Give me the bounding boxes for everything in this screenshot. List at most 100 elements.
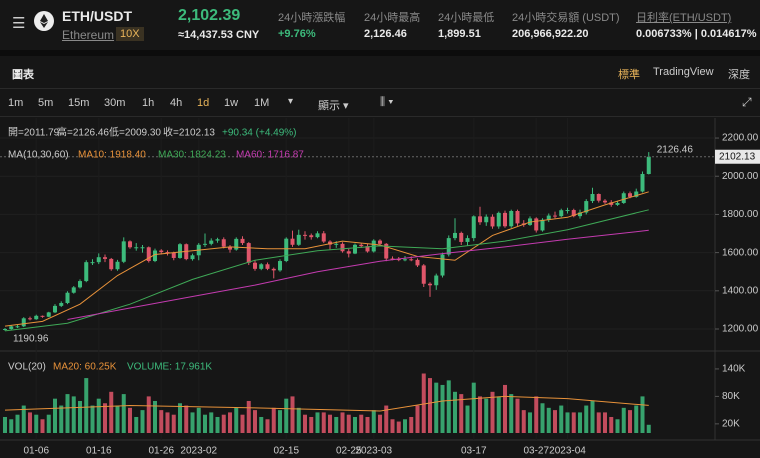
- interval[interactable]: 1M: [254, 97, 270, 109]
- pair[interactable]: ETH/USDT: [62, 8, 132, 24]
- volume-bar: [371, 410, 376, 433]
- candle-body: [509, 210, 514, 227]
- candle-body: [21, 318, 26, 327]
- candle-body: [365, 246, 370, 252]
- candle-body: [153, 250, 157, 262]
- volume-bar: [403, 419, 407, 433]
- ohlc-text: 低=2009.30: [109, 126, 161, 139]
- ohlc-text: +90.34 (+4.49%): [222, 128, 297, 139]
- ohlc-text: 開=2011.79: [8, 127, 60, 139]
- volume-bar: [159, 410, 164, 433]
- y-tick-label: 1600.00: [722, 247, 759, 258]
- candle-body: [121, 241, 126, 262]
- candle-body: [103, 257, 107, 259]
- y-tick-label: 1800.00: [722, 209, 759, 220]
- stat-value: 1,899.51: [438, 28, 481, 40]
- interval[interactable]: 5m: [38, 97, 54, 109]
- stat-label: 24小時漲跌幅: [278, 12, 346, 24]
- volume-bar: [153, 400, 157, 433]
- volume-bar: [215, 416, 220, 433]
- menu-icon[interactable]: ☰: [12, 15, 26, 32]
- x-tick-label: 03-17: [461, 446, 487, 457]
- indicator-menu[interactable]: 顯示 ▾: [318, 100, 349, 112]
- volume-bar: [384, 405, 389, 433]
- indicator-label: 顯示: [318, 100, 340, 112]
- volume-bar: [284, 398, 289, 433]
- volume-legend: MA20: 60.25K: [53, 362, 117, 373]
- stat-label: 24小時最高: [364, 12, 421, 24]
- volume-bar: [240, 414, 245, 433]
- volume-bar: [178, 403, 182, 433]
- interval[interactable]: 15m: [68, 97, 90, 109]
- more-intervals[interactable]: ▾: [288, 96, 294, 107]
- volume-bar: [603, 412, 607, 433]
- y-tick-label: 2000.00: [722, 171, 759, 182]
- interval[interactable]: 1w: [224, 97, 239, 109]
- change: +9.76%: [278, 28, 316, 40]
- divider: [0, 50, 760, 56]
- candle-body: [15, 326, 20, 328]
- candle-body: [65, 292, 70, 304]
- candle-body: [84, 262, 89, 282]
- chart-tab[interactable]: 圖表: [12, 69, 34, 81]
- candle-body: [440, 254, 445, 276]
- volume-bar: [471, 382, 476, 433]
- volume-bar: [596, 412, 601, 433]
- view-tab[interactable]: TradingView: [653, 66, 714, 78]
- view-tab[interactable]: 深度: [728, 69, 750, 81]
- candle-body: [59, 303, 64, 306]
- y-tick-label: 140K: [722, 364, 746, 375]
- candle-body: [259, 264, 264, 269]
- stat-value: 2,126.46: [364, 28, 407, 40]
- volume-bar: [128, 407, 132, 433]
- candle-body: [221, 239, 226, 247]
- volume-bar: [359, 414, 364, 433]
- candle-body: [278, 261, 282, 271]
- candle-body: [459, 232, 464, 242]
- volume-bar: [521, 410, 526, 433]
- x-tick-label: 03-27: [523, 446, 549, 457]
- volume-bar: [484, 398, 489, 433]
- volume-bar: [546, 407, 551, 433]
- candle-body: [634, 191, 639, 197]
- candle-body: [359, 244, 364, 247]
- ohlc-text: 收=2102.13: [163, 126, 215, 139]
- max-label: 2126.46: [657, 145, 694, 156]
- volume-bar: [334, 416, 339, 433]
- volume-bar: [109, 391, 114, 433]
- volume-bar: [165, 412, 170, 433]
- volume-bar: [646, 424, 651, 433]
- volume-bar: [421, 373, 426, 433]
- candle-body: [203, 243, 207, 245]
- volume-bar: [259, 416, 264, 433]
- interval[interactable]: 1m: [8, 97, 24, 109]
- candle-body: [603, 200, 607, 203]
- y-tick-label: 2200.00: [722, 133, 759, 144]
- volume-bar: [121, 394, 126, 433]
- chart-style[interactable]: ⫼ ▾: [380, 96, 394, 108]
- candle-body: [553, 215, 557, 217]
- volume-bar: [515, 398, 520, 433]
- volume-bar: [609, 416, 614, 433]
- interval[interactable]: 1h: [142, 97, 155, 109]
- candle-body: [246, 243, 251, 263]
- interval[interactable]: 1d: [197, 97, 210, 109]
- volume-bar: [53, 398, 57, 433]
- y-tick-label: 80K: [722, 391, 740, 402]
- candle-body: [403, 259, 407, 261]
- candle-body: [228, 246, 232, 250]
- candle-body: [596, 193, 601, 201]
- candle-body: [34, 315, 39, 320]
- volume-bar: [503, 384, 507, 433]
- interval[interactable]: 4h: [170, 97, 183, 109]
- volume-bar: [40, 419, 45, 433]
- ma-line: [67, 229, 649, 320]
- volume-bar: [321, 412, 326, 433]
- interval[interactable]: 30m: [104, 97, 126, 109]
- x-tick-label: 2023-02: [180, 446, 217, 457]
- x-tick-label: 01-06: [23, 446, 49, 457]
- volume-bar: [228, 412, 232, 433]
- view-tab[interactable]: 標準: [618, 69, 640, 81]
- fullscreen[interactable]: ⤢: [742, 95, 752, 109]
- volume-bar: [84, 378, 89, 433]
